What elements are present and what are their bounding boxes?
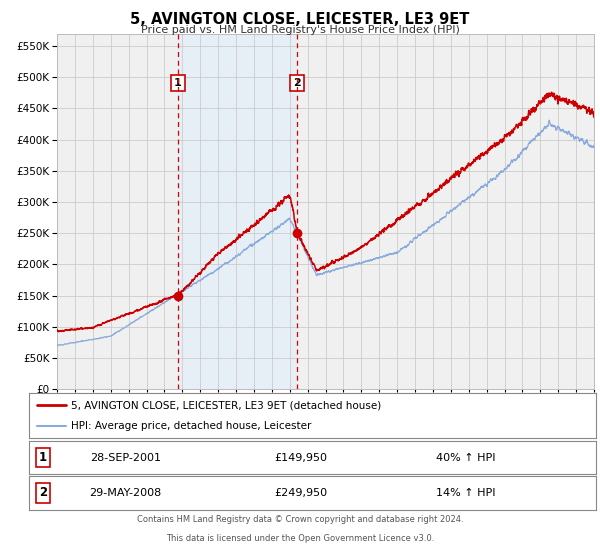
Text: 1: 1 <box>174 78 182 88</box>
Text: 28-SEP-2001: 28-SEP-2001 <box>89 452 161 463</box>
Text: 1: 1 <box>39 451 47 464</box>
Text: £249,950: £249,950 <box>274 488 328 498</box>
Text: 5, AVINGTON CLOSE, LEICESTER, LE3 9ET: 5, AVINGTON CLOSE, LEICESTER, LE3 9ET <box>130 12 470 27</box>
Text: 40% ↑ HPI: 40% ↑ HPI <box>436 452 495 463</box>
Text: Contains HM Land Registry data © Crown copyright and database right 2024.: Contains HM Land Registry data © Crown c… <box>137 515 463 524</box>
Text: HPI: Average price, detached house, Leicester: HPI: Average price, detached house, Leic… <box>71 421 312 431</box>
Text: 2: 2 <box>293 78 301 88</box>
Text: £149,950: £149,950 <box>274 452 328 463</box>
Text: Price paid vs. HM Land Registry's House Price Index (HPI): Price paid vs. HM Land Registry's House … <box>140 25 460 35</box>
Text: 5, AVINGTON CLOSE, LEICESTER, LE3 9ET (detached house): 5, AVINGTON CLOSE, LEICESTER, LE3 9ET (d… <box>71 400 382 410</box>
Text: This data is licensed under the Open Government Licence v3.0.: This data is licensed under the Open Gov… <box>166 534 434 543</box>
Text: 14% ↑ HPI: 14% ↑ HPI <box>436 488 495 498</box>
Text: 29-MAY-2008: 29-MAY-2008 <box>89 488 161 498</box>
Bar <box>178 34 297 389</box>
Text: 2: 2 <box>39 486 47 500</box>
